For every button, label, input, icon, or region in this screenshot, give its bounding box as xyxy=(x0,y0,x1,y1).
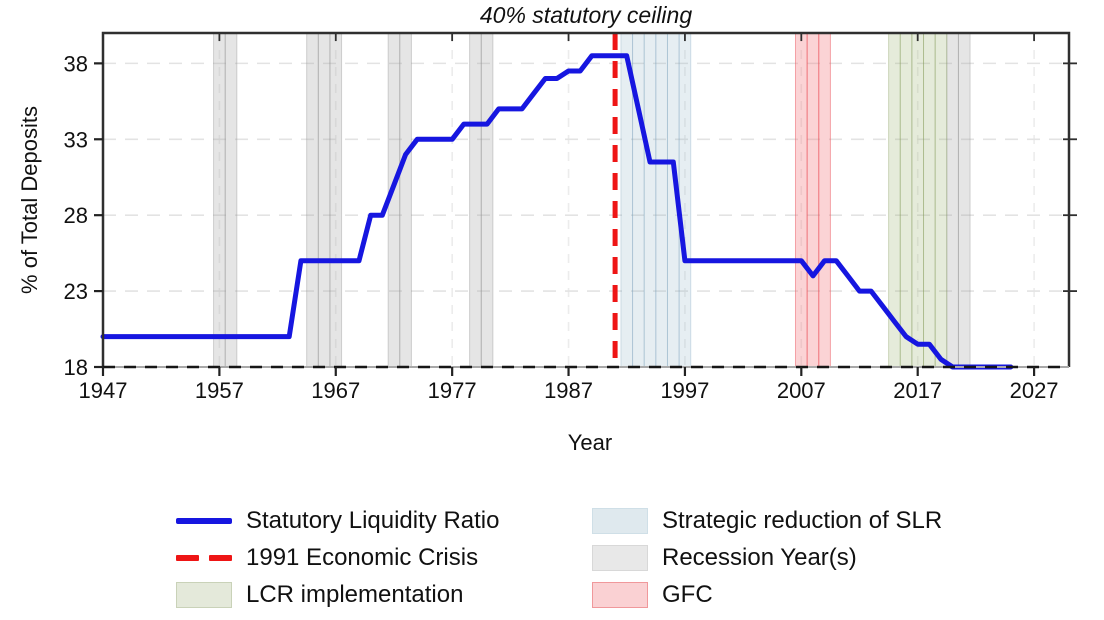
band-recession-year-s- xyxy=(399,32,412,368)
band-recession-year-s- xyxy=(306,32,319,368)
legend-item-slr: Statutory Liquidity Ratio xyxy=(176,502,499,539)
band-recession-year-s- xyxy=(329,32,343,368)
legend-item-strategic-reduction: Strategic reduction of SLR xyxy=(592,502,942,539)
legend-column-right: Strategic reduction of SLR Recession Yea… xyxy=(592,502,942,613)
band-recession-year-s- xyxy=(317,32,331,368)
line-swatch-icon xyxy=(176,517,232,524)
patch-swatch-icon xyxy=(592,581,648,608)
band-recession-year-s- xyxy=(469,32,482,368)
x-tick-label: 2027 xyxy=(1010,378,1059,403)
band-recession-year-s- xyxy=(213,32,226,368)
band-strategic-reduction-of-slr xyxy=(678,32,692,368)
legend-item-lcr: LCR implementation xyxy=(176,576,499,613)
x-tick-label: 1977 xyxy=(428,378,477,403)
legend-item-label: GFC xyxy=(662,580,713,608)
band-strategic-reduction-of-slr xyxy=(655,32,668,368)
x-tick-label: 1987 xyxy=(544,378,593,403)
legend-item-1991-crisis: 1991 Economic Crisis xyxy=(176,539,499,576)
band-lcr-implementation xyxy=(899,32,913,368)
band-lcr-implementation xyxy=(911,32,925,368)
band-gfc xyxy=(806,32,820,368)
band-gfc xyxy=(818,32,831,368)
legend-item-label: Recession Year(s) xyxy=(662,543,857,571)
band-recession-year-s- xyxy=(480,32,494,368)
chart-title: 40% statutory ceiling xyxy=(479,2,693,28)
legend-item-label: Strategic reduction of SLR xyxy=(662,506,943,534)
dashed-line-swatch-icon xyxy=(176,554,232,561)
patch-swatch-icon xyxy=(592,507,648,534)
x-axis-label: Year xyxy=(567,430,613,455)
chart-legend: Statutory Liquidity Ratio 1991 Economic … xyxy=(0,502,1104,614)
band-recession-year-s- xyxy=(224,32,238,368)
legend-item-label: LCR implementation xyxy=(246,580,464,608)
legend-column-left: Statutory Liquidity Ratio 1991 Economic … xyxy=(176,502,499,613)
legend-item-recession: Recession Year(s) xyxy=(592,539,942,576)
band-lcr-implementation xyxy=(934,32,948,368)
y-tick-label: 28 xyxy=(64,203,88,228)
x-tick-label: 1997 xyxy=(660,378,709,403)
band-lcr-implementation xyxy=(923,32,936,368)
x-tick-label: 2017 xyxy=(893,378,942,403)
y-tick-label: 23 xyxy=(64,279,88,304)
y-tick-label: 33 xyxy=(64,127,88,152)
legend-item-label: Statutory Liquidity Ratio xyxy=(246,506,500,534)
slr-line-chart: 1947 1957 1967 1977 1987 1997 2007 2017 2027 18 23… xyxy=(64,31,1077,403)
y-axis-label: % of Total Deposits xyxy=(17,106,42,294)
x-tick-label: 1967 xyxy=(311,378,360,403)
patch-swatch-icon xyxy=(592,544,648,571)
patch-swatch-icon xyxy=(176,581,232,608)
x-tick-label: 1957 xyxy=(195,378,244,403)
slr-line xyxy=(100,53,1014,370)
plot-spine xyxy=(101,31,1071,367)
band-recession-year-s- xyxy=(957,32,971,368)
band-recession-year-s- xyxy=(946,32,959,368)
band-strategic-reduction-of-slr xyxy=(643,32,657,368)
legend-item-label: 1991 Economic Crisis xyxy=(246,543,479,571)
band-gfc xyxy=(794,32,808,368)
x-tick-label: 1947 xyxy=(79,378,128,403)
y-tick-label: 18 xyxy=(64,355,88,380)
legend-item-gfc: GFC xyxy=(592,576,942,613)
x-tick-label: 2007 xyxy=(777,378,826,403)
y-tick-label: 38 xyxy=(64,51,88,76)
